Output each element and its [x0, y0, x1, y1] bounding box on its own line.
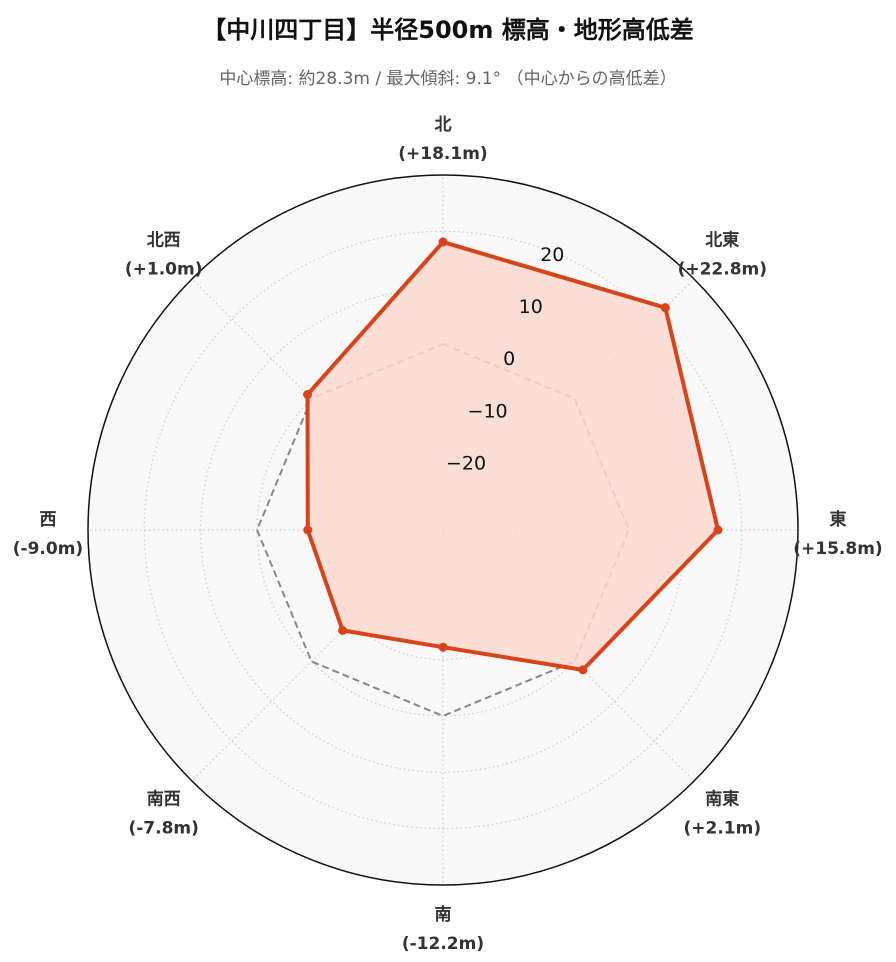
polar-outer-border: [87, 174, 799, 886]
direction-label-1: 北東: [705, 230, 739, 251]
r-tick-label-2: 0: [503, 348, 515, 370]
direction-label-0: 北: [435, 115, 452, 135]
data-point-0: [438, 237, 448, 247]
direction-label-3: 南東: [705, 788, 739, 809]
direction-value-4: (-12.2m): [402, 934, 484, 954]
data-point-6: [303, 525, 313, 535]
data-point-7: [303, 390, 313, 400]
direction-label-2: 東: [830, 509, 847, 530]
data-point-4: [438, 642, 448, 652]
direction-label-6: 西: [40, 510, 57, 530]
direction-label-4: 南: [435, 904, 452, 925]
radial-ticks: −20 −10 0 10 20: [446, 244, 564, 474]
direction-value-1: (+22.8m): [678, 260, 767, 280]
r-tick-label-4: 20: [540, 244, 564, 266]
chart-title: 【中川四丁目】半径500m 標高・地形高低差: [202, 16, 694, 44]
data-point-2: [713, 525, 723, 535]
direction-label-7: 北西: [147, 231, 181, 251]
r-tick-label-3: 10: [519, 296, 543, 318]
series-area-fill: [307, 242, 718, 670]
direction-value-3: (+2.1m): [683, 818, 761, 838]
direction-labels: 北 (+18.1m) 北東 (+22.8m) 東 (+15.8m) 南東 (+2.1m) 南 (-…: [13, 115, 883, 954]
direction-value-6: (-9.0m): [13, 539, 83, 559]
direction-value-2: (+15.8m): [793, 539, 882, 559]
direction-value-5: (-7.8m): [128, 818, 198, 838]
r-tick-label-0: −20: [446, 452, 486, 474]
r-tick-label-1: −10: [468, 400, 508, 422]
direction-value-7: (+1.0m): [125, 260, 203, 280]
chart-subtitle: 中心標高: 約28.3m / 最大傾斜: 9.1° （中心からの高低差）: [219, 69, 677, 89]
data-point-5: [338, 625, 348, 635]
series-layer: [303, 237, 723, 675]
data-point-3: [578, 665, 588, 675]
direction-value-0: (+18.1m): [398, 144, 487, 164]
grid-ring-4: [143, 230, 743, 830]
direction-label-5: 南西: [147, 788, 181, 809]
data-point-1: [660, 303, 670, 313]
